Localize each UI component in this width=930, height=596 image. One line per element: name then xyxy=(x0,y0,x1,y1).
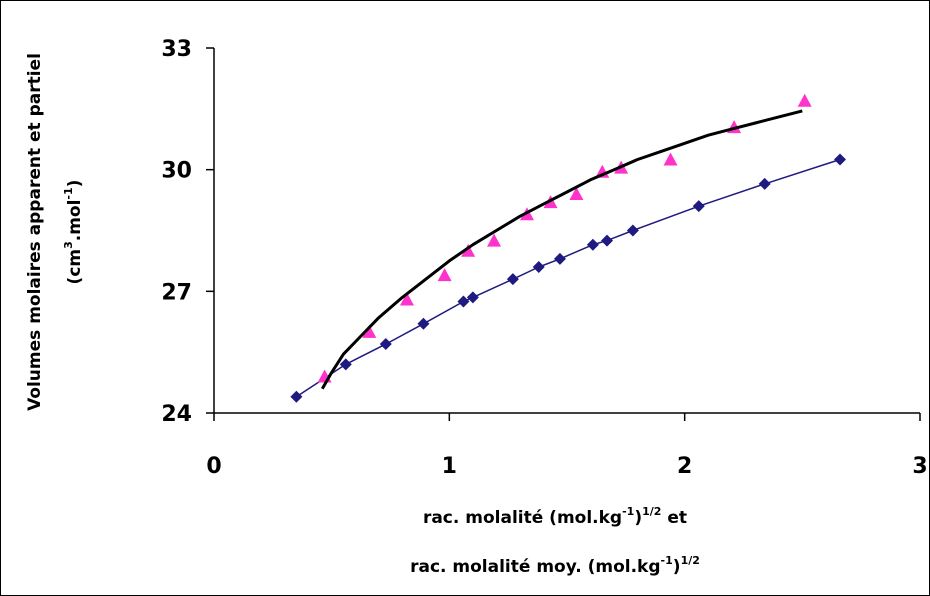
series-2 xyxy=(321,109,803,390)
data-point-diamond xyxy=(586,238,599,251)
data-point-triangle xyxy=(362,324,377,338)
data-point-diamond xyxy=(417,317,430,330)
data-point-triangle xyxy=(663,152,678,166)
axes xyxy=(213,48,920,414)
x-tick-label: 0 xyxy=(206,454,221,479)
y-tick-label: 24 xyxy=(161,402,192,427)
y-axis-title-line1: Volumes molaires apparent et partiel xyxy=(25,53,45,411)
x-tick-label: 2 xyxy=(677,454,692,479)
data-point-diamond xyxy=(379,338,392,351)
series-0-line xyxy=(295,158,841,398)
data-point-triangle xyxy=(399,292,414,306)
data-point-diamond xyxy=(758,177,771,190)
x-tick-label: 3 xyxy=(912,454,927,479)
data-point-diamond xyxy=(626,224,639,237)
series-0 xyxy=(290,153,846,403)
y-tick-label: 33 xyxy=(161,37,192,62)
x-tick-label: 1 xyxy=(442,454,457,479)
y-tick-label: 27 xyxy=(161,280,192,305)
data-point-triangle xyxy=(437,268,452,282)
data-point-triangle xyxy=(797,93,812,107)
data-point-diamond xyxy=(506,273,519,286)
y-axis-title-line2: (cm3.mol-1) xyxy=(62,180,85,285)
data-point-diamond xyxy=(339,358,352,371)
data-point-diamond xyxy=(466,291,479,304)
data-point-diamond xyxy=(601,234,614,247)
series-1 xyxy=(317,93,812,383)
y-tick-label: 30 xyxy=(161,159,192,184)
data-point-diamond xyxy=(457,295,470,308)
data-point-diamond xyxy=(833,153,846,166)
data-point-triangle xyxy=(569,187,584,200)
x-axis-title-line2: rac. molalité moy. (mol.kg-1)1/2 xyxy=(410,554,700,577)
data-point-triangle xyxy=(461,243,476,257)
data-point-diamond xyxy=(553,252,566,265)
ticks: 24 27 30 33 0 1 2 3 xyxy=(161,37,927,479)
data-point-diamond xyxy=(532,261,545,273)
data-point-diamond xyxy=(692,200,705,213)
series-2-line xyxy=(321,109,803,390)
x-axis-title-line1: rac. molalité (mol.kg-1)1/2 et xyxy=(423,505,687,528)
series-layer xyxy=(290,93,846,403)
data-point-diamond xyxy=(290,390,303,403)
data-point-triangle xyxy=(487,233,502,247)
